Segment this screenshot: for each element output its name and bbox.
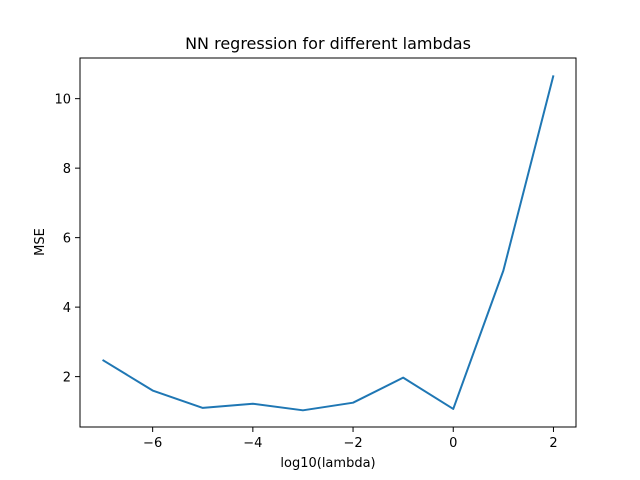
x-tick-label: −6 (143, 436, 162, 451)
x-tick-label: 0 (449, 436, 457, 451)
plot-area: −6 −4 −2 0 2 2 4 6 8 10 (54, 57, 577, 451)
chart-title: NN regression for different lambdas (185, 34, 471, 53)
y-axis-label: MSE (33, 228, 48, 256)
y-tick-label: 10 (54, 93, 71, 108)
axes-frame (79, 57, 577, 428)
x-axis-label: log10(lambda) (280, 456, 375, 471)
x-tick-label: 2 (549, 436, 557, 451)
series-line-0 (102, 75, 555, 412)
x-tick-label: −4 (243, 436, 262, 451)
y-tick-label: 2 (63, 371, 71, 386)
y-tick-label: 6 (63, 232, 71, 247)
y-tick-label: 8 (63, 162, 71, 177)
x-tick-label: −2 (343, 436, 362, 451)
y-tick-label: 4 (63, 301, 71, 316)
